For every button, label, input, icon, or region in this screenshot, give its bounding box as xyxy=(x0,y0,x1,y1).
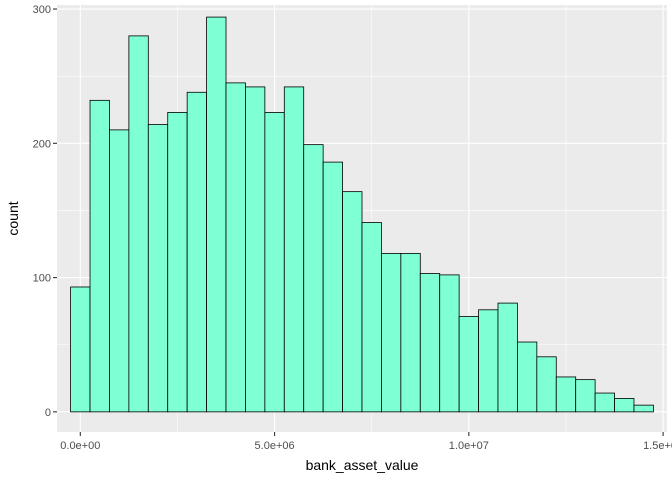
x-tick-label: 1.5e+07 xyxy=(643,440,672,452)
y-tick-label: 0 xyxy=(45,407,51,419)
histogram-bar xyxy=(614,398,635,413)
x-axis-title: bank_asset_value xyxy=(306,457,419,473)
histogram-bar xyxy=(594,392,615,413)
x-tick-label: 5.0e+06 xyxy=(255,440,295,452)
x-axis-ticks: 0.0e+00 5.0e+06 1.0e+07 1.5e+07 xyxy=(60,432,672,452)
histogram-bar xyxy=(517,341,538,413)
histogram-bar xyxy=(245,86,266,413)
histogram-bar xyxy=(361,222,382,413)
y-tick-label: 200 xyxy=(33,138,51,150)
histogram-bar xyxy=(400,253,421,413)
y-tick-label: 300 xyxy=(33,4,51,16)
histogram-bar xyxy=(147,124,169,413)
histogram-bar xyxy=(89,99,110,413)
histogram-bar xyxy=(575,379,596,413)
histogram-bar xyxy=(381,253,402,413)
histogram-bar xyxy=(536,356,557,413)
histogram-bar xyxy=(264,112,285,413)
histogram-bar xyxy=(419,273,441,413)
histogram-bar xyxy=(186,91,207,413)
histogram-bar xyxy=(497,302,518,413)
y-tick-label: 100 xyxy=(33,273,51,285)
histogram-bar xyxy=(439,274,460,413)
histogram-bar xyxy=(322,161,343,413)
x-tick-label: 1.0e+07 xyxy=(449,440,489,452)
histogram-bar xyxy=(555,376,577,413)
y-axis-ticks: 0 100 200 300 xyxy=(33,4,57,419)
histogram-bar xyxy=(128,35,149,413)
histogram-bar xyxy=(342,191,363,413)
y-axis-title: count xyxy=(5,201,21,235)
histogram-bar xyxy=(303,144,324,413)
histogram-bar xyxy=(167,112,188,413)
histogram-bar xyxy=(109,129,130,413)
histogram-bar xyxy=(206,16,227,413)
histogram-bar xyxy=(225,82,246,413)
x-tick-label: 0.0e+00 xyxy=(60,440,100,452)
histogram-bar xyxy=(283,86,305,413)
histogram-bar xyxy=(633,404,654,413)
histogram-bar xyxy=(458,316,479,413)
histogram-bars xyxy=(70,16,654,413)
histogram-bar xyxy=(70,286,91,413)
histogram-bar xyxy=(478,309,499,413)
